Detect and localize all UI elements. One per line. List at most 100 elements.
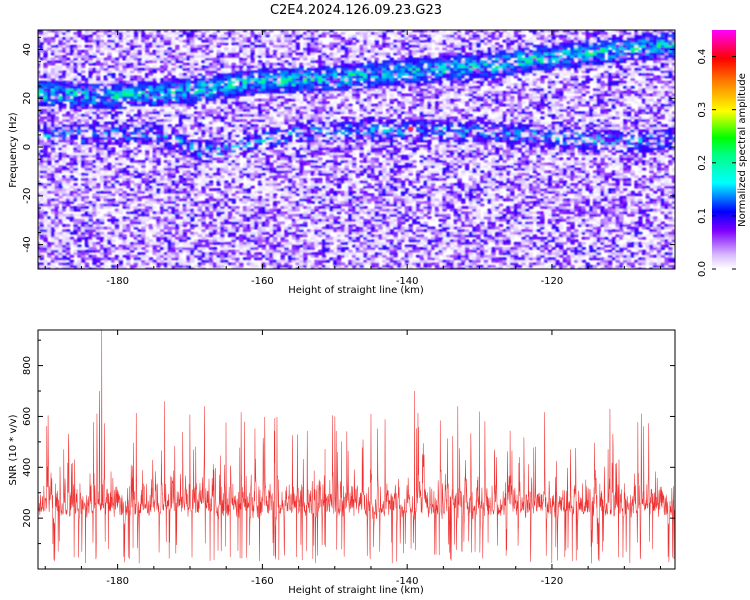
spectrogram-cell bbox=[54, 73, 59, 76]
spectrogram-cell bbox=[167, 119, 172, 122]
spectrogram-cell bbox=[51, 78, 56, 81]
spectrogram-cell bbox=[164, 224, 169, 227]
spectrogram-cell bbox=[73, 75, 78, 78]
spectrogram-cell bbox=[141, 160, 146, 163]
spectrogram-cell bbox=[70, 119, 75, 122]
spectrogram-cell bbox=[160, 45, 165, 48]
spectrogram-cell bbox=[47, 106, 52, 109]
spectrogram-cell bbox=[258, 242, 263, 245]
spectrogram-cell bbox=[96, 198, 101, 201]
spectrogram-cell bbox=[126, 262, 131, 265]
spectrogram-cell bbox=[231, 47, 236, 50]
spectrogram-cell bbox=[66, 35, 71, 38]
spectrogram-cell bbox=[73, 152, 78, 155]
spectrogram-cell bbox=[265, 221, 270, 224]
spectrogram-cell bbox=[134, 216, 139, 219]
spectrogram-cell bbox=[103, 60, 108, 63]
spectrogram-cell bbox=[265, 60, 270, 63]
spectrogram-cell bbox=[73, 111, 78, 114]
spectrogram-cell bbox=[235, 257, 240, 260]
spectrogram-cell bbox=[115, 219, 120, 222]
spectrogram-cell bbox=[103, 255, 108, 258]
spectrogram-cell bbox=[273, 78, 278, 81]
spectrogram-cell bbox=[100, 50, 105, 53]
spectrogram-cell bbox=[171, 68, 176, 71]
spectrogram-cell bbox=[85, 145, 90, 148]
spectrogram-cell bbox=[273, 204, 278, 207]
spectrogram-cell bbox=[81, 132, 86, 135]
spectrogram-cell bbox=[54, 93, 59, 96]
spectrogram-cell bbox=[167, 137, 172, 140]
spectrogram-cell bbox=[126, 111, 131, 114]
spectrogram-cell bbox=[284, 245, 289, 248]
spectrogram-cell bbox=[115, 60, 120, 63]
spectrogram-cell bbox=[39, 119, 44, 122]
spectrogram-cell bbox=[137, 183, 142, 186]
spectrogram-cell bbox=[62, 104, 67, 107]
spectrogram-cell bbox=[62, 234, 67, 237]
spectrogram-cell bbox=[152, 229, 157, 232]
spectrogram-cell bbox=[273, 193, 278, 196]
spectrogram-cell bbox=[39, 42, 44, 45]
spectrogram-cell bbox=[51, 114, 56, 117]
spectrogram-cell bbox=[303, 262, 308, 265]
spectrogram-cell bbox=[130, 180, 135, 183]
spectrogram-cell bbox=[152, 206, 157, 209]
spectrogram-cell bbox=[171, 173, 176, 176]
spectrogram-cell bbox=[70, 140, 75, 143]
spectrogram-cell bbox=[182, 188, 187, 191]
spectrogram-cell bbox=[137, 198, 142, 201]
spectrogram-cell bbox=[134, 224, 139, 227]
spectrogram-cell bbox=[307, 204, 312, 207]
spectrogram-cell bbox=[73, 116, 78, 119]
spectrogram-cell bbox=[115, 180, 120, 183]
spectrogram-cell bbox=[265, 52, 270, 55]
spectrogram-cell bbox=[118, 262, 123, 265]
spectrogram-cell bbox=[103, 265, 108, 268]
spectrogram-cell bbox=[299, 229, 304, 232]
spectrogram-cell bbox=[246, 122, 251, 125]
spectrogram-cell bbox=[43, 52, 48, 55]
spectrogram-cell bbox=[280, 257, 285, 260]
spectrogram-cell bbox=[231, 262, 236, 265]
spectrogram-cell bbox=[175, 47, 180, 50]
spectrogram-cell bbox=[198, 73, 203, 76]
spectrogram-cell bbox=[303, 124, 308, 127]
spectrogram-cell bbox=[288, 114, 293, 117]
spectrogram-cell bbox=[134, 255, 139, 258]
spectrogram-cell bbox=[239, 42, 244, 45]
spectrogram-cell bbox=[66, 183, 71, 186]
spectrogram-cell bbox=[235, 111, 240, 114]
spectrogram-cell bbox=[137, 111, 142, 114]
spectrogram-cell bbox=[292, 232, 297, 235]
spectrogram-cell bbox=[100, 35, 105, 38]
spectrogram-cell bbox=[224, 42, 229, 45]
spectrogram-cell bbox=[107, 35, 112, 38]
spectrogram-cell bbox=[265, 32, 270, 35]
spectrogram-cell bbox=[213, 109, 218, 112]
spectrogram-cell bbox=[303, 99, 308, 102]
spectrogram-cell bbox=[261, 140, 266, 143]
spectrogram-cell bbox=[288, 216, 293, 219]
spectrogram-cell bbox=[246, 160, 251, 163]
spectrogram-cell bbox=[216, 68, 221, 71]
spectrogram-cell bbox=[39, 198, 44, 201]
spectrogram-cell bbox=[171, 152, 176, 155]
spectrogram-cell bbox=[77, 45, 82, 48]
spectrogram-cell bbox=[190, 52, 195, 55]
spectrogram-cell bbox=[66, 63, 71, 66]
spectrogram-cell bbox=[149, 196, 154, 199]
spectrogram-cell bbox=[100, 150, 105, 153]
spectrogram-cell bbox=[43, 219, 48, 222]
spectrogram-cell bbox=[284, 129, 289, 132]
spectrogram-cell bbox=[220, 265, 225, 268]
spectrogram-cell bbox=[213, 165, 218, 168]
spectrogram-cell bbox=[280, 152, 285, 155]
spectrogram-cell bbox=[58, 68, 63, 71]
spectrogram-cell bbox=[254, 262, 259, 265]
spectrogram-cell bbox=[62, 255, 67, 258]
spectrogram-cell bbox=[66, 42, 71, 45]
spectrogram-cell bbox=[269, 257, 274, 260]
spectrogram-cell bbox=[81, 204, 86, 207]
spectrogram-cell bbox=[54, 47, 59, 50]
